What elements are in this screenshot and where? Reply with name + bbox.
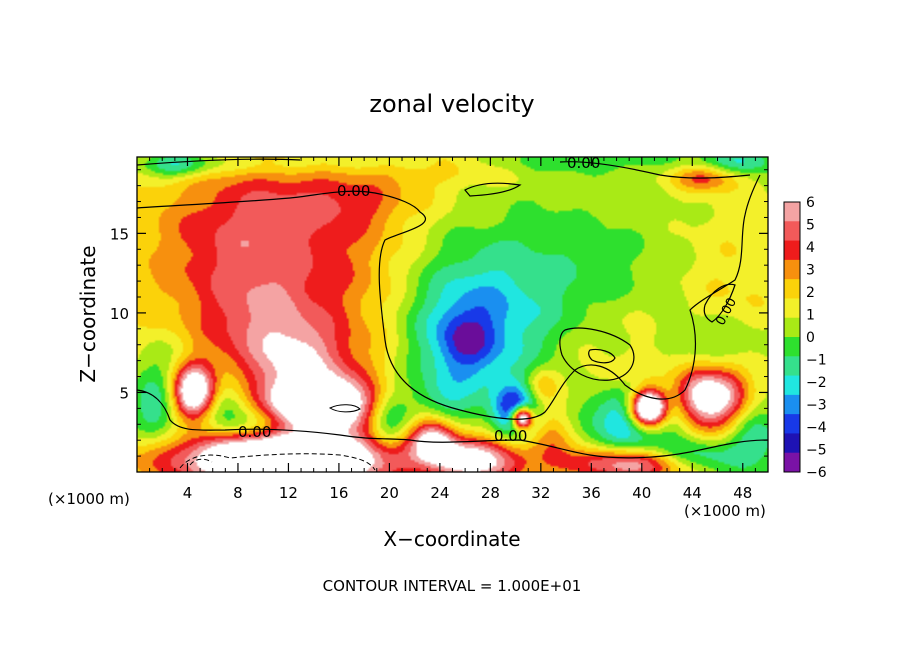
- colorbar-swatch: [784, 375, 800, 396]
- x-unit-right: (×1000 m): [684, 502, 766, 520]
- x-axis-label: X−coordinate: [383, 527, 520, 551]
- colorbar-label: −6: [806, 465, 827, 481]
- colorbar-label: 0: [806, 330, 815, 346]
- colorbar-label: −2: [806, 375, 827, 391]
- x-unit-left: (×1000 m): [48, 490, 130, 508]
- colorbar-label: −4: [806, 420, 827, 436]
- x-tick-label: 4: [183, 484, 193, 502]
- contour-dashed-b: [189, 458, 213, 466]
- contour-loop-b: [588, 348, 616, 364]
- colorbar-label: 4: [806, 240, 815, 256]
- x-tick-label: 12: [279, 484, 298, 502]
- contour-loop-a: [559, 327, 635, 381]
- x-tick-label: 28: [481, 484, 500, 502]
- contour-interval-footer: CONTOUR INTERVAL = 1.000E+01: [323, 577, 582, 595]
- colorbar-swatch: [784, 221, 800, 242]
- plot-area: 0.00 0.00 0.00 0.00 0.00 4 8 12 16 20 24 28 32 3…: [110, 154, 769, 502]
- y-tick-label: 15: [110, 225, 129, 243]
- colorbar-swatch: [784, 279, 800, 299]
- colorbar-swatch: [784, 202, 800, 222]
- colorbar: 6 5 4 3 2 1 0 −1 −2 −3 −4 −5 −6: [783, 195, 827, 481]
- x-axis-ticks: 4 8 12 16 20 24 28 32 36 40 44 48: [149, 157, 756, 502]
- contour-label: 0.00: [567, 154, 600, 172]
- contour-label: 0.00: [238, 423, 271, 441]
- x-tick-label: 48: [733, 484, 752, 502]
- contour-label: 0.00: [337, 182, 370, 200]
- x-tick-label: 8: [233, 484, 243, 502]
- contour-label: 0.00: [494, 427, 527, 445]
- y-axis-label: Z−coordinate: [76, 245, 100, 382]
- colorbar-frame: [783, 201, 801, 473]
- x-tick-label: 20: [380, 484, 399, 502]
- x-tick-label: 40: [632, 484, 651, 502]
- contour-zero-upper: [136, 174, 761, 420]
- x-tick-label: 24: [430, 484, 449, 502]
- colorbar-label: −1: [806, 353, 827, 369]
- colorbar-swatch: [784, 452, 800, 473]
- x-tick-label: 16: [329, 484, 348, 502]
- heatmap-field: [137, 157, 768, 472]
- colorbar-label: 3: [806, 263, 815, 279]
- x-tick-label: 32: [531, 484, 550, 502]
- contour-loop-c: [464, 182, 522, 197]
- contour-loop-e: [328, 404, 361, 413]
- colorbar-swatch: [784, 298, 800, 319]
- colorbar-swatch: [784, 356, 800, 377]
- colorbar-swatch: [784, 317, 800, 338]
- contour-zero-top: [136, 158, 751, 179]
- x-tick-label: 36: [582, 484, 601, 502]
- colorbar-swatch: [784, 337, 800, 357]
- colorbar-swatch: [784, 240, 800, 261]
- colorbar-label: 5: [806, 218, 815, 234]
- colorbar-label: 1: [806, 308, 815, 324]
- colorbar-swatch: [784, 259, 800, 280]
- contour-zero-lower: [136, 389, 769, 459]
- x-tick-label: 44: [683, 484, 702, 502]
- colorbar-swatch: [784, 433, 800, 454]
- chart-title: zonal velocity: [369, 90, 534, 118]
- contour-loop-d: [703, 283, 736, 323]
- colorbar-swatch: [784, 414, 800, 434]
- colorbar-label: 6: [806, 195, 815, 211]
- contour-dashed: [179, 453, 376, 471]
- colorbar-label: −3: [806, 398, 827, 414]
- colorbar-label: −5: [806, 443, 827, 459]
- y-tick-label: 5: [119, 384, 129, 402]
- colorbar-swatch: [784, 394, 800, 415]
- colorbar-label: 2: [806, 285, 815, 301]
- contour-lines: [136, 158, 769, 471]
- y-tick-label: 10: [110, 305, 129, 323]
- y-axis-ticks: 5 10 15: [110, 169, 768, 457]
